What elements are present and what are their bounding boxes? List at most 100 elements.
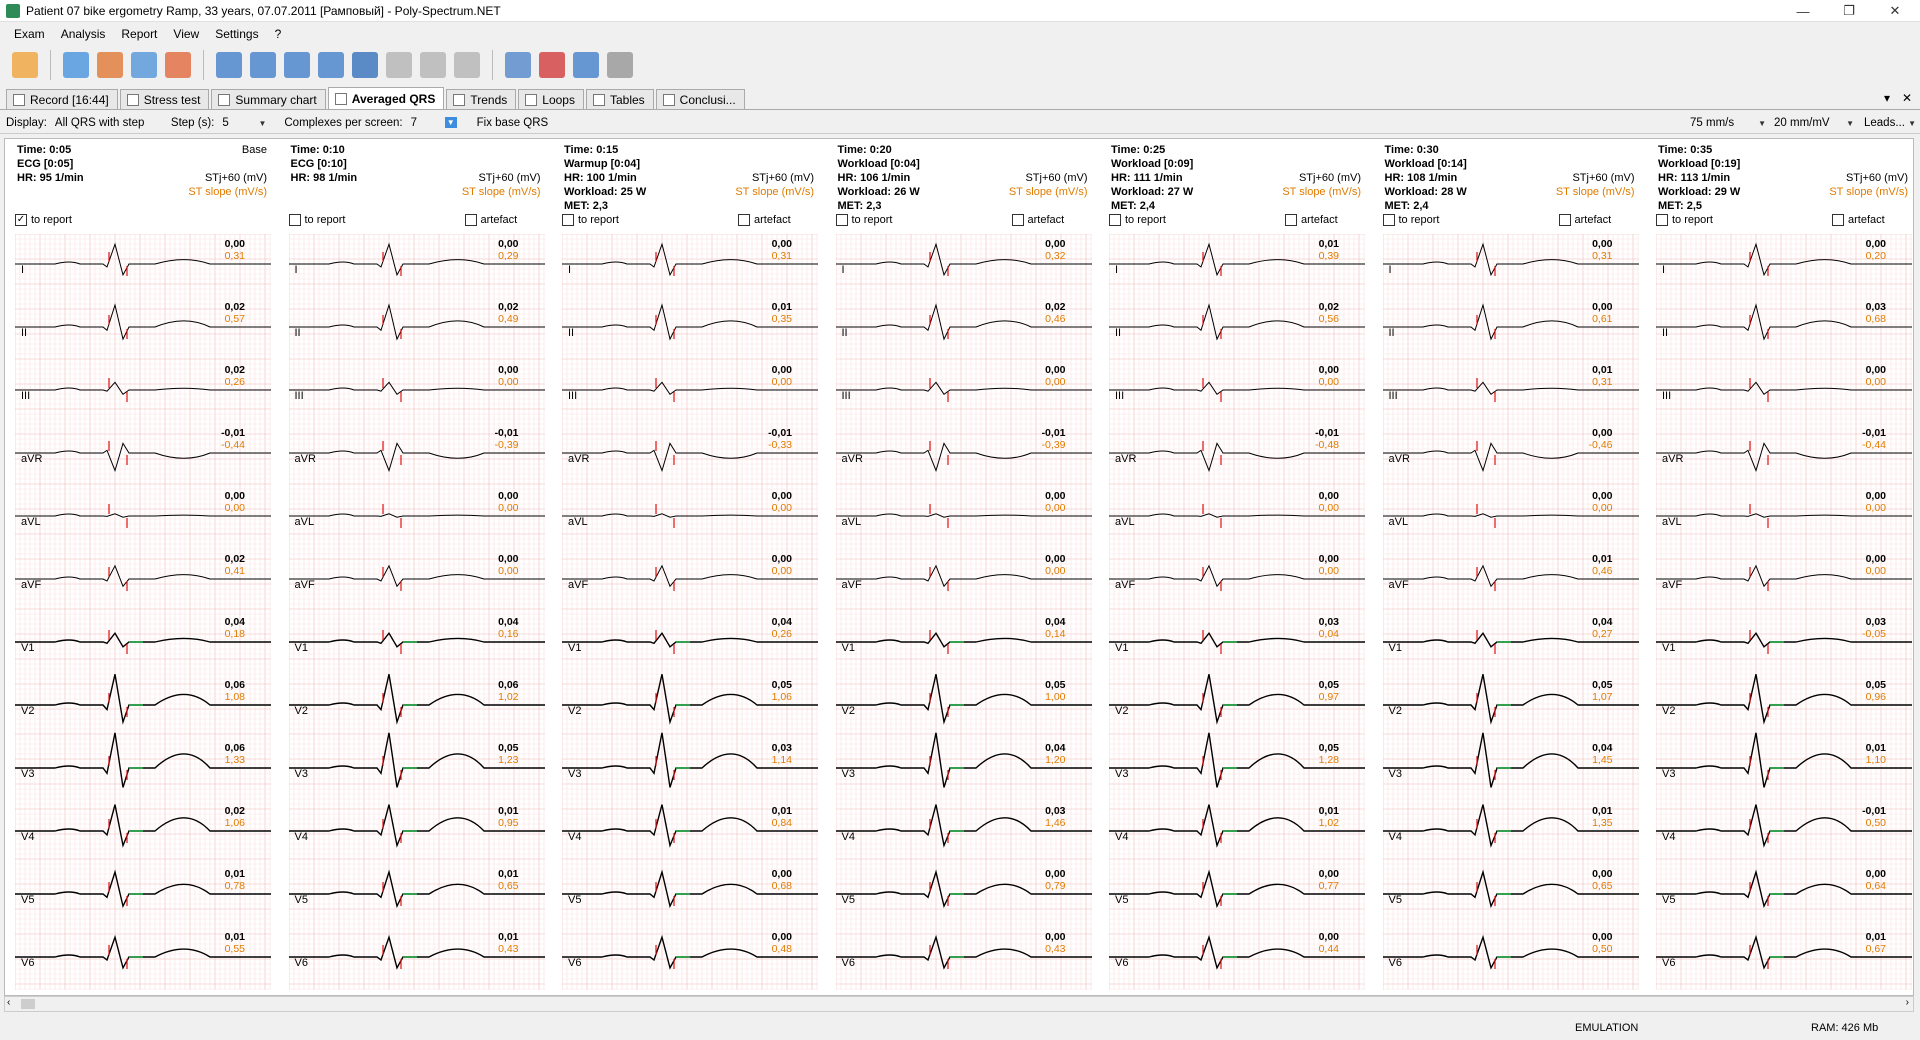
copy-button[interactable] bbox=[571, 49, 601, 81]
to-report-checkbox[interactable]: to report bbox=[835, 214, 892, 226]
st-slope-value: 0,00 bbox=[1865, 376, 1886, 388]
st-slope-value: 1,02 bbox=[498, 691, 519, 703]
st-slope-value: 1,10 bbox=[1865, 754, 1886, 766]
tab-trends[interactable]: Trends bbox=[446, 89, 517, 109]
tab-loops[interactable]: Loops bbox=[518, 89, 584, 109]
search-button[interactable] bbox=[214, 49, 244, 81]
tab-record-16-44[interactable]: Record [16:44] bbox=[6, 89, 118, 109]
lead-row: aVL 0,00 0,00 bbox=[15, 486, 271, 549]
st-slope-value: 0,41 bbox=[224, 565, 245, 577]
to-report-checkbox[interactable]: ✓ to report bbox=[15, 214, 72, 226]
artefact-checkbox[interactable]: artefact bbox=[1558, 214, 1611, 226]
display-select[interactable]: All QRS with step bbox=[54, 116, 145, 129]
peak-button[interactable] bbox=[384, 49, 414, 81]
st-slope-value: 0,00 bbox=[771, 565, 792, 577]
fix-base-qrs-button[interactable]: Fix base QRS bbox=[476, 116, 549, 129]
tab-stress-test[interactable]: Stress test bbox=[119, 89, 210, 109]
lead-name: V5 bbox=[841, 894, 855, 906]
artefact-checkbox[interactable]: artefact bbox=[464, 214, 517, 226]
step-select[interactable]: 5 ▼ bbox=[222, 117, 266, 129]
checkbox-box bbox=[464, 214, 477, 226]
stj-value: 0,01 bbox=[1865, 931, 1886, 943]
lead-row: V5 0,00 0,65 bbox=[1383, 864, 1639, 927]
histogram-button[interactable] bbox=[605, 49, 635, 81]
st-slope-value: 0,00 bbox=[224, 502, 245, 514]
checkbox-box bbox=[835, 214, 848, 226]
delete-button[interactable] bbox=[537, 49, 567, 81]
horizontal-scrollbar[interactable]: ‹ › bbox=[4, 996, 1914, 1012]
speed-select[interactable]: 75 mm/s ▼ bbox=[1690, 117, 1766, 129]
import-button[interactable] bbox=[95, 49, 125, 81]
menu-analysis[interactable]: Analysis bbox=[60, 27, 106, 41]
tab-label: Record [16:44] bbox=[30, 92, 109, 107]
lead-row: aVF 0,00 0,00 bbox=[562, 549, 818, 612]
ecg-trace bbox=[835, 732, 1092, 788]
artefact-checkbox[interactable]: artefact bbox=[1832, 214, 1885, 226]
menu-report[interactable]: Report bbox=[121, 27, 158, 41]
to-report-checkbox[interactable]: to report bbox=[1109, 214, 1166, 226]
to-report-checkbox[interactable]: to report bbox=[288, 214, 345, 226]
print-button[interactable] bbox=[163, 49, 193, 81]
lead-name: II bbox=[1115, 327, 1122, 339]
restore-button[interactable]: ❐ bbox=[1843, 3, 1855, 18]
artefact-checkbox[interactable]: artefact bbox=[1011, 214, 1064, 226]
st-slope-value: 0,00 bbox=[498, 565, 519, 577]
leads-select[interactable]: Leads... ▼ bbox=[1864, 117, 1916, 129]
device-button[interactable] bbox=[452, 49, 482, 81]
st-slope-value: 0,00 bbox=[771, 376, 792, 388]
lead-name: aVF bbox=[294, 579, 315, 591]
device-icon bbox=[454, 52, 480, 78]
complexes-select[interactable]: 7 ▼ bbox=[411, 116, 457, 129]
save-button[interactable] bbox=[61, 49, 91, 81]
ecg-trace bbox=[562, 674, 818, 725]
to-report-checkbox[interactable]: to report bbox=[1382, 214, 1439, 226]
ecg-trace bbox=[288, 513, 545, 518]
bike-button[interactable] bbox=[350, 49, 380, 81]
tab-close-button[interactable]: ✕ bbox=[1902, 91, 1913, 105]
tab-summary-chart[interactable]: Summary chart bbox=[211, 89, 326, 109]
home-button[interactable] bbox=[418, 49, 448, 81]
artefact-checkbox[interactable]: artefact bbox=[1285, 214, 1338, 226]
tab-tables[interactable]: Tables bbox=[585, 89, 654, 109]
lead-name: V3 bbox=[568, 768, 582, 780]
to-report-checkbox[interactable]: to report bbox=[562, 214, 619, 226]
stj-value: 0,00 bbox=[224, 490, 245, 502]
artefact-checkbox[interactable]: artefact bbox=[738, 214, 791, 226]
menu-help[interactable]: ? bbox=[274, 27, 282, 41]
close-window-button[interactable]: ✕ bbox=[1889, 3, 1901, 18]
menu-settings[interactable]: Settings bbox=[215, 27, 259, 41]
stj-value: 0,01 bbox=[1592, 553, 1613, 565]
rr-button[interactable] bbox=[282, 49, 312, 81]
tab-averaged-qrs[interactable]: Averaged QRS bbox=[327, 87, 445, 109]
tab-conclusi[interactable]: Conclusi... bbox=[655, 89, 745, 109]
measure-button[interactable] bbox=[316, 49, 346, 81]
checkbox-row: to report artefact bbox=[288, 214, 543, 230]
tab-list-dropdown[interactable]: ▾ bbox=[1884, 91, 1891, 105]
lead-row: aVF 0,01 0,46 bbox=[1383, 549, 1639, 612]
scroll-left-icon[interactable]: ‹ bbox=[7, 997, 11, 1008]
lead-row: aVR -0,01 -0,33 bbox=[562, 423, 818, 486]
markers-button[interactable] bbox=[248, 49, 278, 81]
st-slope-value: 0,04 bbox=[1318, 628, 1339, 640]
column-met: MET: 2,5 bbox=[1658, 200, 1703, 212]
gain-select[interactable]: 20 mm/mV ▼ bbox=[1774, 117, 1854, 129]
minimize-button[interactable]: — bbox=[1796, 3, 1810, 19]
column-hr: HR: 113 1/min bbox=[1658, 172, 1731, 184]
scroll-right-icon[interactable]: › bbox=[1905, 997, 1909, 1008]
stj-value: 0,06 bbox=[498, 679, 519, 691]
open-exam-button[interactable] bbox=[10, 49, 40, 81]
to-report-checkbox[interactable]: to report bbox=[1656, 214, 1713, 226]
ecg-trace bbox=[562, 869, 818, 909]
lead-name: aVR bbox=[294, 453, 316, 465]
scroll-thumb[interactable] bbox=[21, 999, 35, 1009]
status-ram: RAM: 426 Mb bbox=[1811, 1022, 1879, 1034]
lead-name: V6 bbox=[21, 957, 35, 969]
to-report-label: to report bbox=[1672, 214, 1713, 226]
st-slope-value: 0,31 bbox=[1592, 250, 1613, 262]
report-button[interactable] bbox=[503, 49, 533, 81]
toolbar-separator bbox=[492, 50, 493, 80]
menu-view[interactable]: View bbox=[173, 27, 200, 41]
st-slope-value: 1,14 bbox=[771, 754, 792, 766]
export-button[interactable] bbox=[129, 49, 159, 81]
menu-exam[interactable]: Exam bbox=[14, 27, 45, 41]
